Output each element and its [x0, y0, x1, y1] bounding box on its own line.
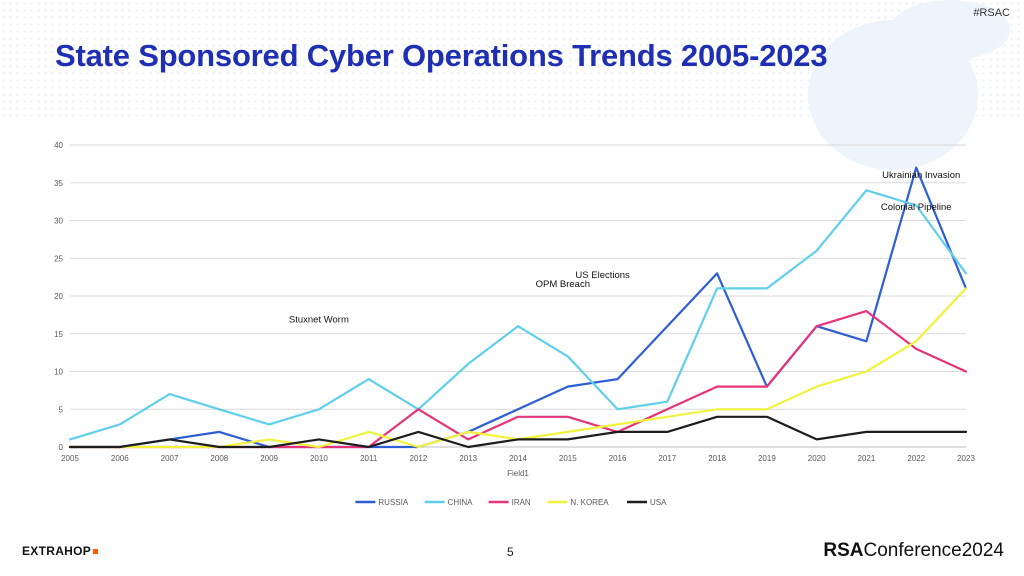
background-circle: [890, 0, 1010, 60]
x-tick-label: 2010: [310, 454, 328, 463]
y-tick-label: 30: [54, 217, 63, 226]
x-tick-label: 2005: [61, 454, 79, 463]
x-axis-label: Field1: [507, 469, 529, 478]
x-tick-label: 2008: [210, 454, 228, 463]
chart-annotation: OPM Breach: [536, 279, 590, 290]
x-tick-label: 2022: [907, 454, 925, 463]
y-tick-label: 35: [54, 179, 63, 188]
x-tick-label: 2012: [410, 454, 428, 463]
x-tick-label: 2017: [658, 454, 676, 463]
x-tick-label: 2023: [957, 454, 975, 463]
legend-label: IRAN: [512, 498, 531, 507]
extrahop-logo: EXTRAHOP: [22, 544, 99, 558]
chart-annotation: Colonial Pipeline: [881, 202, 952, 213]
x-tick-label: 2006: [111, 454, 129, 463]
x-tick-label: 2018: [708, 454, 726, 463]
x-tick-label: 2014: [509, 454, 527, 463]
y-tick-label: 10: [54, 368, 63, 377]
y-tick-label: 40: [54, 141, 63, 150]
rsa-logo-rest: Conference2024: [863, 540, 1005, 561]
extrahop-logo-text: EXTRAHOP: [22, 544, 92, 558]
x-tick-label: 2020: [808, 454, 826, 463]
y-tick-label: 20: [54, 292, 63, 301]
x-tick-label: 2007: [161, 454, 179, 463]
y-tick-label: 5: [59, 405, 64, 414]
y-tick-label: 0: [59, 443, 64, 452]
x-tick-label: 2011: [360, 454, 378, 463]
x-tick-label: 2015: [559, 454, 577, 463]
chart-annotation: US Elections: [575, 270, 630, 281]
chart-annotation: Stuxnet Worm: [289, 314, 349, 325]
y-tick-label: 25: [54, 254, 63, 263]
x-tick-label: 2021: [858, 454, 876, 463]
x-tick-label: 2016: [609, 454, 627, 463]
slide-title: State Sponsored Cyber Operations Trends …: [55, 38, 828, 73]
series-line-china: [68, 189, 968, 441]
chart-annotation: Ukrainian Invasion: [882, 170, 960, 181]
rsa-logo-bold: RSA: [823, 540, 864, 561]
series-line-n-korea: [68, 287, 968, 449]
legend-label: N. KOREA: [570, 498, 609, 507]
legend-label: USA: [650, 498, 667, 507]
x-tick-label: 2013: [459, 454, 477, 463]
series-line-usa: [68, 415, 968, 449]
hashtag: #RSAC: [973, 7, 1010, 19]
x-tick-label: 2009: [260, 454, 278, 463]
page-number: 5: [507, 545, 514, 559]
legend-label: CHINA: [448, 498, 474, 507]
rsa-conference-logo: RSAConference2024: [823, 540, 1004, 562]
y-tick-label: 15: [54, 330, 63, 339]
extrahop-logo-mark: [93, 549, 99, 555]
legend-label: RUSSIA: [378, 498, 408, 507]
x-tick-label: 2019: [758, 454, 776, 463]
